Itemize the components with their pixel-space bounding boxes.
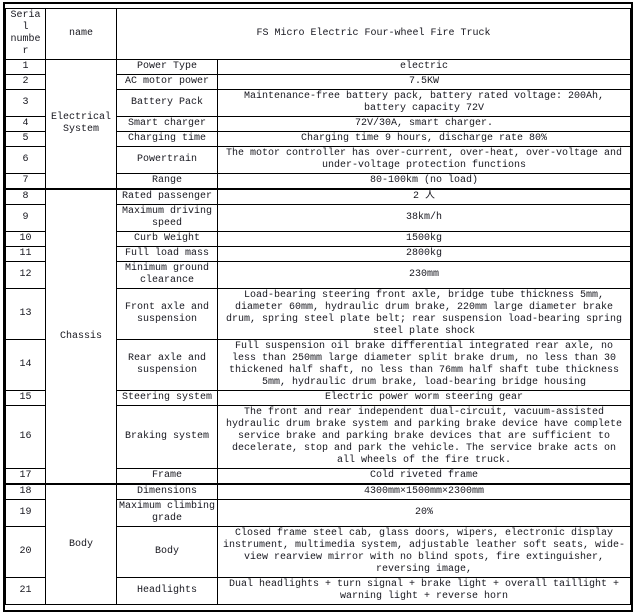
attribute-cell: Minimum ground clearance (116, 261, 218, 289)
serial-cell: 9 (5, 204, 46, 232)
attribute-cell: Charging time (116, 131, 218, 147)
header-serial-number: Serial number (5, 8, 46, 60)
serial-cell: 14 (5, 339, 46, 391)
header-name: name (45, 8, 117, 60)
table-row: 13 Front axle and suspension Load-bearin… (5, 288, 631, 340)
table-row: 12 Minimum ground clearance 230mm (5, 261, 631, 289)
attribute-cell: Maximum climbing grade (116, 499, 218, 527)
table-row: 18 Body Dimensions 4300mm×1500mm×2300mm (5, 483, 631, 605)
value-cell: Load-bearing steering front axle, bridge… (217, 288, 631, 340)
table-row: 3 Battery Pack Maintenance-free battery … (5, 89, 631, 117)
attribute-cell: Body (116, 526, 218, 578)
serial-cell: 5 (5, 131, 46, 147)
table-row: 15 Steering system Electric power worm s… (5, 390, 631, 406)
table-row: 4 Smart charger 72V/30A, smart charger. (5, 116, 631, 132)
attribute-cell: Frame (116, 468, 218, 485)
table-row: 5 Charging time Charging time 9 hours, d… (5, 131, 631, 147)
spec-table: Serial number name FS Micro Electric Fou… (5, 8, 631, 605)
value-cell: Dual headlights + turn signal + brake li… (217, 577, 631, 605)
serial-cell: 10 (5, 231, 46, 247)
attribute-cell: Battery Pack (116, 89, 218, 117)
attribute-cell: Front axle and suspension (116, 288, 218, 340)
serial-cell: 6 (5, 146, 46, 174)
attribute-cell: Maximum driving speed (116, 204, 218, 232)
table-row: 7 Range 80-100km (no load) (5, 173, 631, 190)
serial-cell: 18 (5, 483, 46, 500)
table-row: 9 Maximum driving speed 38km/h (5, 204, 631, 232)
attribute-cell: Dimensions (116, 483, 218, 500)
table-row: 14 Rear axle and suspension Full suspens… (5, 339, 631, 391)
value-cell: electric (217, 59, 631, 75)
table-row: 16 Braking system The front and rear ind… (5, 405, 631, 469)
section-label-body: Body (45, 483, 117, 605)
spec-table-frame: Serial number name FS Micro Electric Fou… (3, 2, 633, 612)
serial-cell: 4 (5, 116, 46, 132)
serial-cell: 3 (5, 89, 46, 117)
value-cell: Charging time 9 hours, discharge rate 80… (217, 131, 631, 147)
value-cell: Closed frame steel cab, glass doors, wip… (217, 526, 631, 578)
serial-cell: 15 (5, 390, 46, 406)
attribute-cell: Steering system (116, 390, 218, 406)
value-cell: Cold riveted frame (217, 468, 631, 485)
header-product-title: FS Micro Electric Four-wheel Fire Truck (116, 8, 631, 60)
value-cell: 230mm (217, 261, 631, 289)
serial-cell: 20 (5, 526, 46, 578)
attribute-cell: Braking system (116, 405, 218, 469)
serial-cell: 13 (5, 288, 46, 340)
serial-cell: 2 (5, 74, 46, 90)
value-cell: The motor controller has over-current, o… (217, 146, 631, 174)
section-label-electrical-system: Electrical System (45, 59, 117, 190)
value-cell: Maintenance-free battery pack, battery r… (217, 89, 631, 117)
serial-cell: 1 (5, 59, 46, 75)
serial-cell: 16 (5, 405, 46, 469)
attribute-cell: Rear axle and suspension (116, 339, 218, 391)
value-cell: Electric power worm steering gear (217, 390, 631, 406)
attribute-cell: Rated passenger (116, 188, 218, 205)
section-label-chassis: Chassis (45, 188, 117, 485)
serial-cell: 7 (5, 173, 46, 190)
attribute-cell: Full load mass (116, 246, 218, 262)
serial-cell: 12 (5, 261, 46, 289)
table-row: 1 Electrical System Power Type electric (5, 59, 631, 190)
serial-cell: 19 (5, 499, 46, 527)
table-row: 6 Powertrain The motor controller has ov… (5, 146, 631, 174)
serial-cell: 8 (5, 188, 46, 205)
value-cell: The front and rear independent dual-circ… (217, 405, 631, 469)
serial-cell: 17 (5, 468, 46, 485)
serial-cell: 11 (5, 246, 46, 262)
attribute-cell: Smart charger (116, 116, 218, 132)
attribute-cell: Curb Weight (116, 231, 218, 247)
table-row: 8 Chassis Rated passenger 2 人 (5, 188, 631, 485)
serial-cell: 21 (5, 577, 46, 605)
attribute-cell: Powertrain (116, 146, 218, 174)
value-cell: 72V/30A, smart charger. (217, 116, 631, 132)
value-cell: 38km/h (217, 204, 631, 232)
value-cell: 2 人 (217, 188, 631, 205)
table-row: 2 AC motor power 7.5KW (5, 74, 631, 90)
header-row: Serial number name FS Micro Electric Fou… (5, 8, 631, 60)
value-cell: 4300mm×1500mm×2300mm (217, 483, 631, 500)
attribute-cell: AC motor power (116, 74, 218, 90)
value-cell: Full suspension oil brake differential i… (217, 339, 631, 391)
attribute-cell: Range (116, 173, 218, 190)
value-cell: 1500kg (217, 231, 631, 247)
value-cell: 20% (217, 499, 631, 527)
attribute-cell: Power Type (116, 59, 218, 75)
value-cell: 7.5KW (217, 74, 631, 90)
attribute-cell: Headlights (116, 577, 218, 605)
value-cell: 80-100km (no load) (217, 173, 631, 190)
value-cell: 2800kg (217, 246, 631, 262)
